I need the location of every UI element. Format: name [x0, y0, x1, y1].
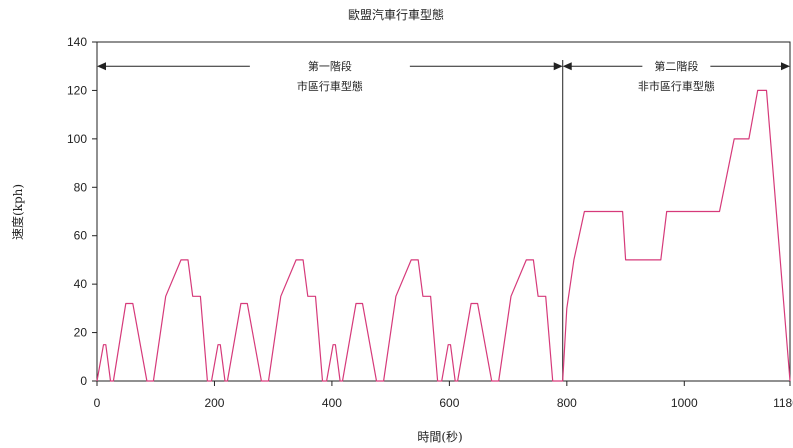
phase-2-arrowhead-right — [781, 62, 790, 71]
y-tick-label: 20 — [74, 326, 88, 340]
phase-1-arrowhead-right — [553, 62, 563, 71]
y-tick-label: 0 — [80, 374, 87, 388]
phase-2-description: 非市區行車型態 — [638, 79, 715, 93]
x-tick-label: 1180 — [773, 396, 793, 410]
plot-frame — [96, 41, 791, 382]
y-tick-label: 120 — [67, 83, 87, 97]
x-axis-ticks: 0 200 400 600 800 1000 1180 — [94, 381, 793, 410]
x-tick-label: 400 — [322, 396, 342, 410]
phase-2-arrowhead-left — [562, 62, 572, 71]
chart-title: 歐盟汽車行車型態 — [348, 7, 444, 22]
x-tick-label: 1000 — [671, 396, 698, 410]
y-tick-label: 60 — [74, 229, 88, 243]
y-tick-label: 100 — [67, 132, 87, 146]
x-tick-label: 0 — [94, 396, 101, 410]
y-tick-label: 80 — [74, 180, 88, 194]
x-tick-label: 800 — [557, 396, 577, 410]
phase-1-arrowhead-left — [97, 62, 106, 71]
phase-1-description: 市區行車型態 — [297, 79, 363, 93]
phase-1-annotation: 第一階段 市區行車型態 — [97, 59, 563, 93]
speed-series-line — [96, 89, 791, 382]
y-axis-title: 速度(kph) — [10, 184, 25, 240]
phase-1-label: 第一階段 — [308, 59, 352, 73]
y-tick-label: 40 — [74, 277, 88, 291]
x-axis-title: 時間(秒) — [417, 430, 462, 444]
y-axis-ticks: 0 20 40 60 80 100 120 140 — [67, 35, 97, 388]
phase-2-label: 第二階段 — [654, 59, 698, 73]
x-tick-label: 200 — [204, 396, 224, 410]
y-tick-label: 140 — [67, 35, 87, 49]
phase-2-annotation: 第二階段 非市區行車型態 — [562, 59, 790, 93]
x-tick-label: 600 — [439, 396, 459, 410]
